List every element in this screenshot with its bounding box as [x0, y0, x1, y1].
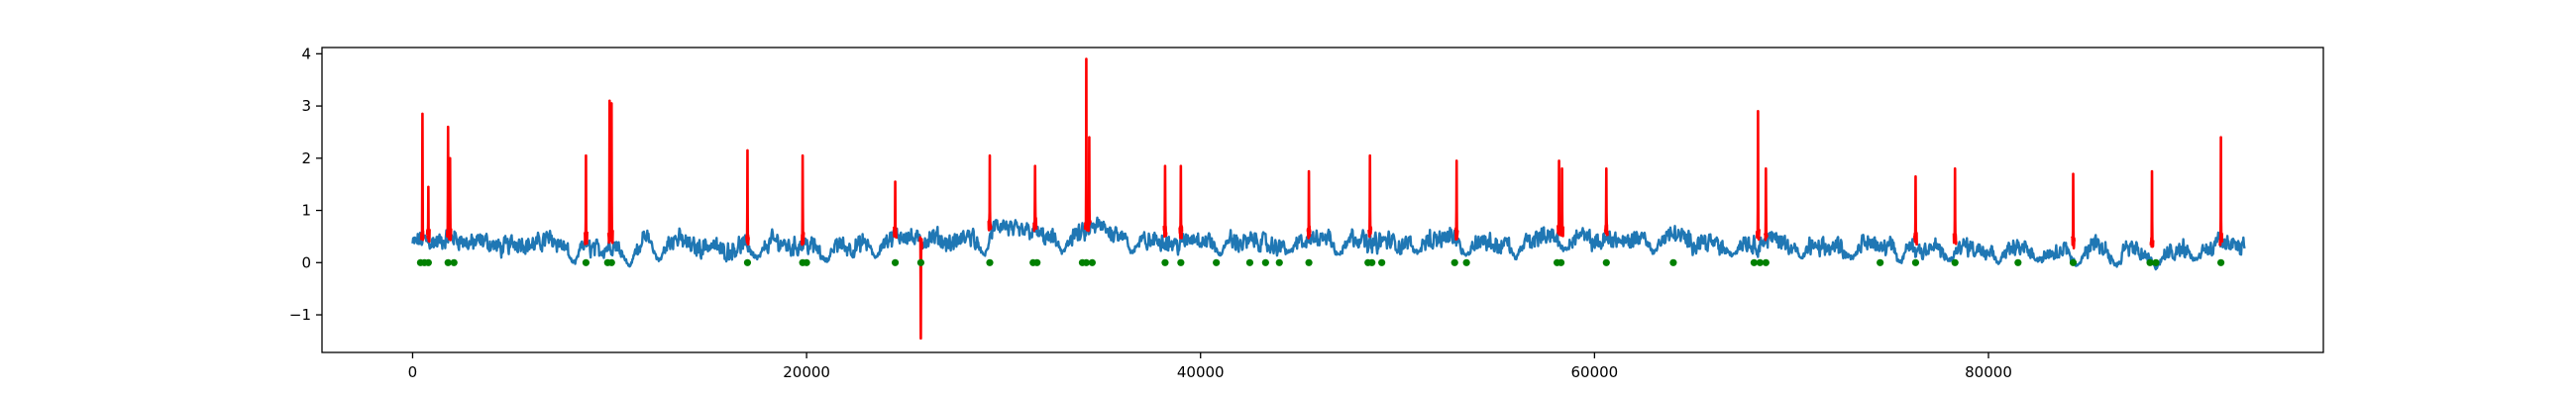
event-marker [1245, 258, 1254, 266]
spike-mark [1453, 159, 1459, 242]
event-marker [1669, 258, 1677, 266]
event-marker [1305, 258, 1313, 266]
signal-line [411, 216, 2246, 271]
event-marker [1877, 258, 1884, 266]
y-tick-label: 3 [301, 97, 311, 115]
spike-mark [1178, 164, 1184, 240]
event-marker [2217, 258, 2225, 266]
event-marker [450, 258, 458, 266]
x-tick-label: 20000 [783, 363, 830, 381]
event-marker [1556, 258, 1565, 266]
spike-mark [2149, 169, 2155, 248]
plot-area [411, 57, 2246, 341]
axes: 0 20000 40000 60000 80000 −1 0 1 2 3 4 [289, 45, 2324, 381]
spike-mark [917, 236, 923, 341]
x-tick-label: 80000 [1965, 363, 2012, 381]
spike-mark [1367, 153, 1373, 239]
event-marker [1378, 258, 1386, 266]
event-marker [607, 258, 615, 266]
event-marker [743, 258, 752, 266]
event-marker [1450, 258, 1458, 266]
spike-mark [1755, 110, 1761, 242]
spike-mark [744, 148, 750, 247]
event-marker [1762, 258, 1770, 266]
event-marker [1462, 258, 1470, 266]
spike-mark [1763, 167, 1769, 242]
event-marker [803, 258, 810, 266]
spike-mark [1556, 159, 1562, 237]
spike-mark [2218, 136, 2224, 247]
spike-mark [447, 156, 453, 242]
x-tick-label: 0 [408, 363, 418, 381]
event-marker [444, 258, 452, 266]
spike-mark [419, 112, 425, 242]
event-marker [916, 258, 925, 266]
event-marker [1275, 258, 1283, 266]
event-marker [1161, 258, 1169, 266]
spike-mark [987, 153, 993, 232]
event-marker [2146, 258, 2154, 266]
spike-mark [1912, 174, 1918, 246]
spike-mark [583, 153, 589, 246]
x-tick-label: 60000 [1571, 363, 1619, 381]
event-marker [1213, 258, 1221, 266]
plot-frame [321, 47, 2324, 353]
event-marker [1368, 258, 1376, 266]
event-marker [1082, 258, 1091, 266]
y-tick-label: 2 [301, 149, 311, 167]
event-marker [1911, 258, 1920, 266]
y-tick-label: 0 [301, 253, 311, 271]
event-marker [986, 258, 994, 266]
event-marker [2069, 258, 2078, 266]
spike-mark [1559, 167, 1565, 238]
event-marker [2014, 258, 2022, 266]
spike-mark [425, 185, 431, 244]
event-marker [1951, 258, 1959, 266]
y-tick-label: 4 [301, 45, 311, 62]
spike-mark [1306, 169, 1312, 240]
event-marker [1033, 258, 1041, 266]
spike-mark [1086, 136, 1092, 233]
event-marker [1088, 258, 1096, 266]
spike-mark [893, 180, 899, 240]
event-marker [2152, 258, 2160, 266]
event-marker [1261, 258, 1269, 266]
spike-mark [608, 102, 614, 245]
event-marker [891, 258, 900, 266]
x-tick-label: 40000 [1177, 363, 1225, 381]
event-marker [424, 258, 432, 266]
spike-mark [1032, 164, 1038, 233]
y-tick-label: 1 [301, 202, 311, 220]
spike-mark [1162, 164, 1168, 239]
spike-mark [1083, 57, 1089, 232]
event-marker [1177, 258, 1185, 266]
spike-mark [2071, 172, 2076, 249]
event-marker [582, 258, 590, 266]
event-marker [1602, 258, 1610, 266]
event-marker [1756, 258, 1764, 266]
spike-mark [1603, 167, 1609, 237]
event-marker [1750, 258, 1759, 266]
spike-mark [606, 99, 612, 245]
y-tick-label: −1 [289, 306, 311, 324]
spike-mark [1952, 167, 1958, 246]
spike-mark [800, 153, 805, 247]
